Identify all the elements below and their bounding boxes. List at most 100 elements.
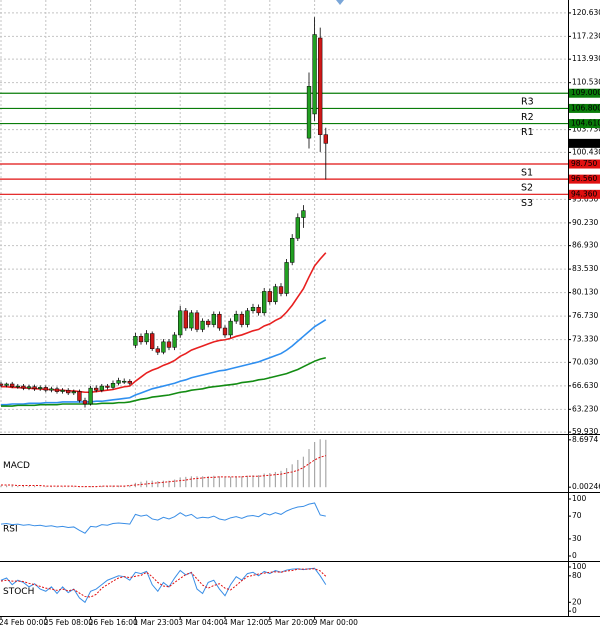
- candle-body: [4, 383, 9, 386]
- macd-bar: [11, 485, 13, 488]
- level-name: S2: [521, 183, 533, 194]
- candle-body: [38, 387, 43, 390]
- macd-bar: [291, 464, 293, 488]
- candle-body: [267, 291, 272, 303]
- candle-body: [239, 313, 244, 325]
- macd-bar: [162, 480, 164, 488]
- macd-bar: [73, 486, 75, 488]
- level-box: [569, 119, 600, 129]
- candle-body: [166, 341, 172, 348]
- candle-body: [82, 400, 88, 405]
- candle-body: [77, 391, 82, 401]
- macd-bar: [174, 479, 176, 488]
- macd-bar: [56, 486, 58, 488]
- y-tick-label: 70: [572, 511, 582, 520]
- candle-body: [71, 391, 76, 394]
- macd-bar: [62, 486, 64, 488]
- macd-bar: [319, 439, 321, 488]
- macd-signal: [1, 455, 326, 488]
- candle-body: [155, 348, 160, 353]
- y-tick-label: 93.630: [572, 194, 598, 203]
- candle-body: [318, 37, 323, 135]
- x-tick-label: 1 Mar 23:00: [133, 618, 179, 627]
- x-tick-label: 5 Mar 20:00: [268, 618, 314, 627]
- candle-body: [172, 334, 177, 348]
- y-tick-label: 100: [572, 562, 587, 571]
- moving-average: [1, 252, 327, 394]
- candle-body: [284, 262, 289, 294]
- macd-bar: [90, 486, 92, 488]
- last-price-label: 101.740: [571, 138, 600, 147]
- level-name: S1: [521, 168, 533, 179]
- macd-bar: [274, 471, 276, 488]
- candle-body: [194, 312, 200, 330]
- macd-bar: [207, 476, 209, 488]
- level-label: 98.750: [571, 159, 597, 168]
- y-tick-label: 80.130: [572, 288, 598, 297]
- candle-body: [94, 387, 99, 391]
- macd-bar: [39, 486, 41, 488]
- candle-body: [312, 34, 317, 115]
- x-tick-label: 4 Mar 12:00: [223, 618, 269, 627]
- macd-bar: [185, 476, 187, 488]
- indicator-line: [0, 567, 327, 604]
- macd-bar: [314, 441, 316, 488]
- y-tick-label: 100: [572, 494, 587, 503]
- macd-bar: [28, 486, 30, 488]
- macd-bar: [280, 470, 282, 488]
- candle-body: [217, 313, 222, 329]
- candle-body: [323, 134, 328, 144]
- candle-body: [144, 333, 149, 343]
- y-tick-label: 0.00246: [572, 482, 600, 491]
- macd-bar: [196, 476, 198, 488]
- macd-bar: [129, 485, 131, 488]
- y-tick-label: 117.230: [572, 31, 600, 40]
- candle-body: [278, 286, 284, 294]
- y-tick-label: 83.530: [572, 264, 598, 273]
- candle-body: [228, 320, 233, 336]
- level-box: [569, 189, 600, 199]
- shift-marker: [336, 0, 344, 5]
- macd-bar: [146, 480, 148, 488]
- candle-body: [245, 310, 250, 325]
- y-tick-label: 90.230: [572, 218, 598, 227]
- candle-body: [15, 385, 20, 388]
- candle-body: [110, 383, 116, 388]
- macd-bar: [297, 459, 299, 488]
- candle-body: [206, 320, 211, 325]
- x-tick-label: 3 Mar 04:00: [178, 618, 224, 627]
- y-tick-label: 73.330: [572, 335, 598, 344]
- level-box: [569, 103, 600, 113]
- y-tick-label: 110.530: [572, 78, 600, 87]
- candle-body: [290, 238, 295, 263]
- panel-title: RSI: [3, 525, 18, 535]
- macd-bar: [269, 473, 271, 488]
- macd-bar: [17, 486, 19, 488]
- x-tick-label: 26 Feb 16:00: [89, 618, 138, 627]
- macd-bar: [202, 476, 204, 488]
- macd-bar: [179, 477, 181, 488]
- level-label: 106.800: [571, 103, 600, 112]
- candle-body: [88, 387, 93, 405]
- candle-body: [301, 210, 306, 218]
- y-tick-label: 0: [572, 551, 577, 560]
- level-name: R3: [521, 97, 534, 108]
- candle-body: [105, 385, 110, 388]
- candle-body: [295, 217, 300, 239]
- candle-body: [99, 385, 104, 391]
- y-tick-label: 8.6974: [572, 435, 598, 444]
- y-tick-label: 63.230: [572, 404, 598, 413]
- level-name: S3: [521, 198, 533, 209]
- level-label: 94.360: [571, 189, 597, 198]
- candle-body: [234, 313, 239, 322]
- level-box: [569, 159, 600, 169]
- y-tick-label: 30: [572, 534, 582, 543]
- candle-body: [127, 380, 132, 384]
- candle-body: [116, 380, 121, 384]
- y-tick-label: 70.030: [572, 357, 598, 366]
- y-tick-label: 66.630: [572, 381, 598, 390]
- macd-bar: [213, 475, 215, 488]
- macd-bar: [258, 475, 260, 488]
